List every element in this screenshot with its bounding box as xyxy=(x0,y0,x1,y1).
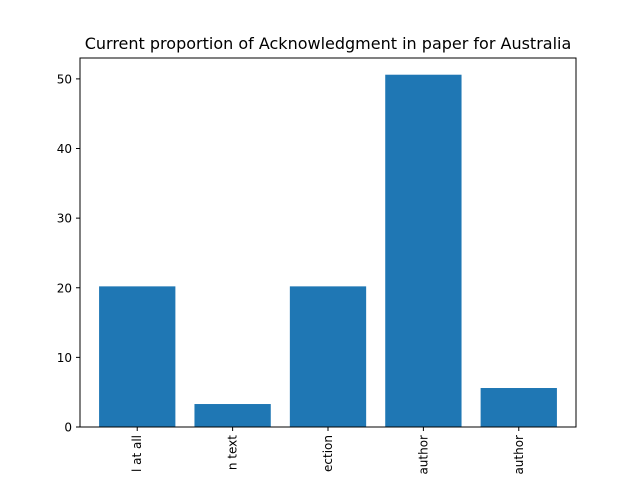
y-axis: 0 10 20 30 40 50 xyxy=(57,72,80,435)
x-tick-label-2: ection xyxy=(321,435,335,472)
y-tick-label-5: 50 xyxy=(57,72,72,86)
bar-2 xyxy=(289,286,367,427)
x-axis: l at all n text ection author author xyxy=(130,427,526,475)
y-tick-label-0: 0 xyxy=(64,421,72,435)
y-tick-label-4: 40 xyxy=(57,142,72,156)
y-tick-label-1: 10 xyxy=(57,351,72,365)
x-tick-label-1: n text xyxy=(226,435,240,470)
bar-4 xyxy=(480,388,557,427)
plot-frame xyxy=(79,57,577,428)
bar-0 xyxy=(99,286,176,427)
bar-3 xyxy=(385,74,462,427)
x-tick-label-3: author xyxy=(416,435,430,475)
bar-1 xyxy=(194,404,271,427)
y-tick-label-3: 30 xyxy=(57,212,72,226)
bars-group xyxy=(99,74,557,427)
chart-title: Current proportion of Acknowledgment in … xyxy=(85,34,572,53)
x-tick-label-4: author xyxy=(512,435,526,475)
y-tick-label-2: 20 xyxy=(57,281,72,295)
x-tick-label-0: l at all xyxy=(130,435,144,472)
